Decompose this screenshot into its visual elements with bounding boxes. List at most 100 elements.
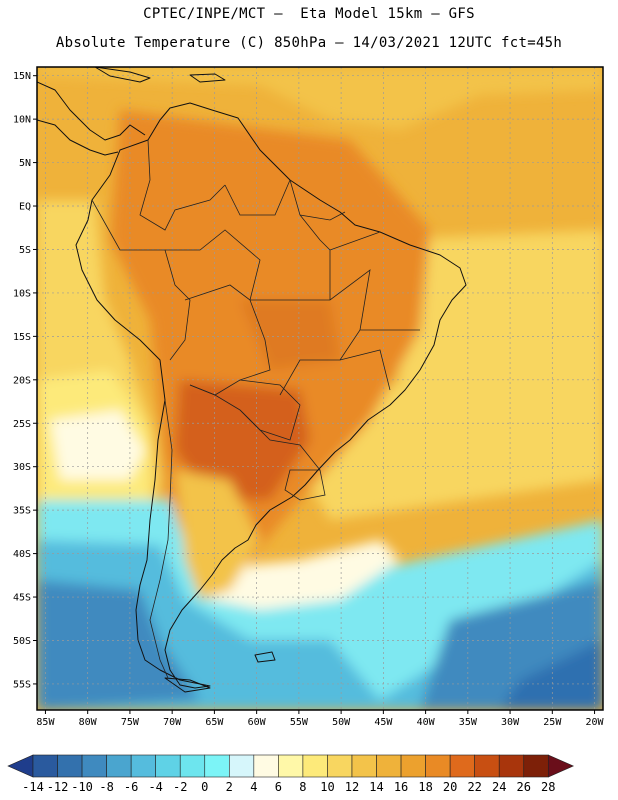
colorbar: -14 -12 -10 -8 -6 -4 -2 0 2 4 6 8 10 12 14 16 18 20 22 24 26… [7, 754, 575, 794]
lat-label: 45S [13, 593, 31, 604]
colorbar-swatch [106, 754, 132, 778]
field-patagonia-warm [175, 470, 260, 600]
colorbar-swatch [204, 754, 230, 778]
lat-label: 5S [19, 245, 31, 256]
border-bolivia [184, 284, 271, 396]
lat-label: 30S [13, 462, 31, 473]
colorbar-label: 14 [369, 780, 383, 794]
colorbar-label: 16 [394, 780, 408, 794]
colorbar-label: 0 [201, 780, 208, 794]
map-frame [36, 66, 604, 711]
longitude-axis: 85W 80W 75W 70W 65W 60W 55W 50W 45W 40W 35W 30W 25W 2… [36, 710, 605, 728]
lon-label: 70W [163, 717, 182, 728]
coastlines [37, 67, 467, 693]
border-venezuela [224, 179, 291, 216]
colorbar-swatch [179, 754, 206, 778]
temperature-field [37, 67, 603, 710]
field-chaco-hottest [175, 380, 310, 500]
lon-label: 85W [36, 717, 55, 728]
lat-label: 25S [13, 419, 31, 430]
colorbar-label: 2 [226, 780, 233, 794]
title-line-2: Absolute Temperature (C) 850hPa – 14/03/… [55, 35, 563, 51]
colorbar-label: 8 [299, 780, 306, 794]
colorbar-label: 10 [320, 780, 334, 794]
central-america-coastline-south [37, 119, 119, 156]
colorbar-label: -6 [124, 780, 138, 794]
colorbar-swatch [81, 754, 107, 778]
border-colombia [139, 139, 226, 231]
colorbar-label: 26 [517, 780, 531, 794]
lon-label: 60W [248, 717, 267, 728]
colorbar-label: 18 [418, 780, 432, 794]
lon-label: 40W [417, 717, 436, 728]
colorbar-swatch [32, 754, 58, 778]
colorbar-label: -14 [22, 780, 44, 794]
border-brazil-states [250, 231, 420, 396]
colorbar-swatch [228, 754, 255, 778]
colorbar-swatch [474, 754, 500, 778]
lat-label: 40S [13, 549, 31, 560]
lon-label: 30W [501, 717, 520, 728]
colorbar-swatch [7, 754, 34, 778]
field-atlantic-yellow [300, 230, 603, 520]
colorbar-label: -8 [99, 780, 113, 794]
colorbar-label: -2 [173, 780, 187, 794]
colorbar-swatch [498, 754, 525, 778]
lon-label: 75W [121, 717, 140, 728]
border-guianas [289, 179, 346, 251]
colorbar-swatch [449, 754, 475, 778]
colorbar-swatch [253, 754, 279, 778]
border-peru [91, 199, 191, 361]
lat-label: 15S [13, 332, 31, 343]
lat-label: 5N [19, 158, 31, 169]
field-se-coldest [500, 640, 603, 710]
field-transition-pale [200, 540, 400, 610]
field-sw-colder [37, 580, 200, 710]
colorbar-label: 4 [250, 780, 257, 794]
colorbar-swatch [547, 754, 575, 778]
colorbar-label: 20 [443, 780, 457, 794]
lat-label: 10S [13, 288, 31, 299]
lat-label: 10N [13, 115, 31, 126]
field-north-band [37, 67, 603, 130]
colorbar-swatch [400, 754, 426, 778]
border-argentina-chile [149, 399, 173, 679]
colorbar-label: -10 [71, 780, 93, 794]
colorbar-label: -4 [148, 780, 162, 794]
border-uruguay [284, 469, 326, 501]
country-borders [91, 139, 420, 679]
south-america-coastline [75, 102, 467, 689]
colorbar-label: 24 [492, 780, 506, 794]
hispaniola-coastline [189, 73, 226, 83]
lat-label: 15N [13, 71, 31, 82]
lat-label: 20S [13, 375, 31, 386]
colorbar-swatch [327, 754, 353, 778]
border-argentina-north [189, 384, 321, 471]
lat-label: EQ [19, 202, 31, 213]
title-line-1: CPTEC/INPE/MCT – Eta Model 15km – GFS [143, 6, 475, 22]
colorbar-swatch [523, 754, 549, 778]
latitude-axis: 15N 10N 5N EQ 5S 10S 15S 20S 25S 30S 35S 40S 45S 50S 5… [13, 71, 37, 690]
cuba-coastline [94, 67, 151, 83]
colorbar-label: 6 [275, 780, 282, 794]
lon-label: 80W [79, 717, 98, 728]
lon-label: 35W [459, 717, 478, 728]
colorbar-label: 22 [467, 780, 481, 794]
colorbar-swatch [130, 754, 156, 778]
border-brazil-west [165, 229, 261, 301]
graticule [37, 67, 603, 710]
lon-label: 65W [205, 717, 224, 728]
central-america-coastline [37, 81, 146, 141]
colorbar-swatch [155, 754, 181, 778]
lon-label: 45W [374, 717, 393, 728]
colorbar-swatch [278, 754, 304, 778]
colorbar-swatch [351, 754, 377, 778]
colorbar-swatch [376, 754, 402, 778]
lat-label: 50S [13, 636, 31, 647]
colorbar-label: 28 [541, 780, 555, 794]
colorbar-label: -12 [47, 780, 69, 794]
colorbar-swatch [425, 754, 451, 778]
lat-label: 35S [13, 506, 31, 517]
lat-label: 55S [13, 679, 31, 690]
